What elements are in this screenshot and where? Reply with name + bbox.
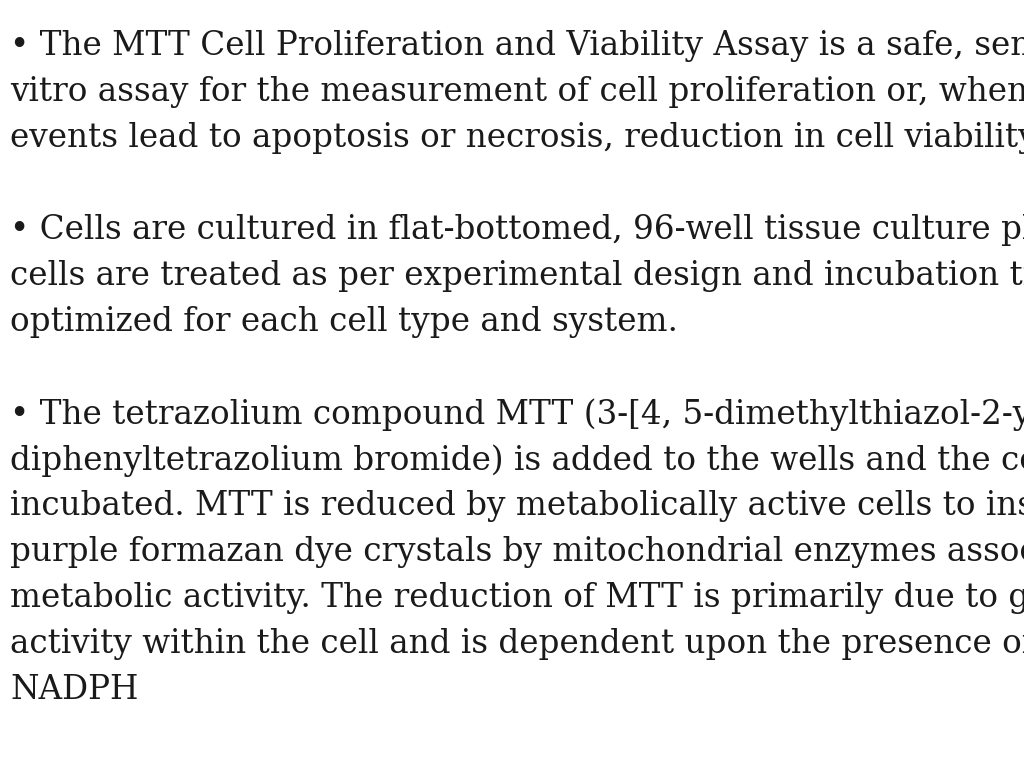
- Text: • The tetrazolium compound MTT (3-[4, 5-dimethylthiazol-2-yl]-2, 5-: • The tetrazolium compound MTT (3-[4, 5-…: [10, 398, 1024, 431]
- Text: purple formazan dye crystals by mitochondrial enzymes associated with: purple formazan dye crystals by mitochon…: [10, 536, 1024, 568]
- Text: • The MTT Cell Proliferation and Viability Assay is a safe, sensitive, in: • The MTT Cell Proliferation and Viabili…: [10, 30, 1024, 62]
- Text: NADPH: NADPH: [10, 674, 138, 706]
- Text: metabolic activity. The reduction of MTT is primarily due to glycolytic: metabolic activity. The reduction of MTT…: [10, 582, 1024, 614]
- Text: optimized for each cell type and system.: optimized for each cell type and system.: [10, 306, 678, 338]
- Text: incubated. MTT is reduced by metabolically active cells to insoluble: incubated. MTT is reduced by metabolical…: [10, 490, 1024, 522]
- Text: activity within the cell and is dependent upon the presence of NADH and: activity within the cell and is dependen…: [10, 628, 1024, 660]
- Text: • Cells are cultured in flat-bottomed, 96-well tissue culture plates. The: • Cells are cultured in flat-bottomed, 9…: [10, 214, 1024, 246]
- Text: events lead to apoptosis or necrosis, reduction in cell viability.: events lead to apoptosis or necrosis, re…: [10, 122, 1024, 154]
- Text: cells are treated as per experimental design and incubation times are: cells are treated as per experimental de…: [10, 260, 1024, 292]
- Text: diphenyltetrazolium bromide) is added to the wells and the cells are: diphenyltetrazolium bromide) is added to…: [10, 444, 1024, 477]
- Text: vitro assay for the measurement of cell proliferation or, when metabolic: vitro assay for the measurement of cell …: [10, 76, 1024, 108]
